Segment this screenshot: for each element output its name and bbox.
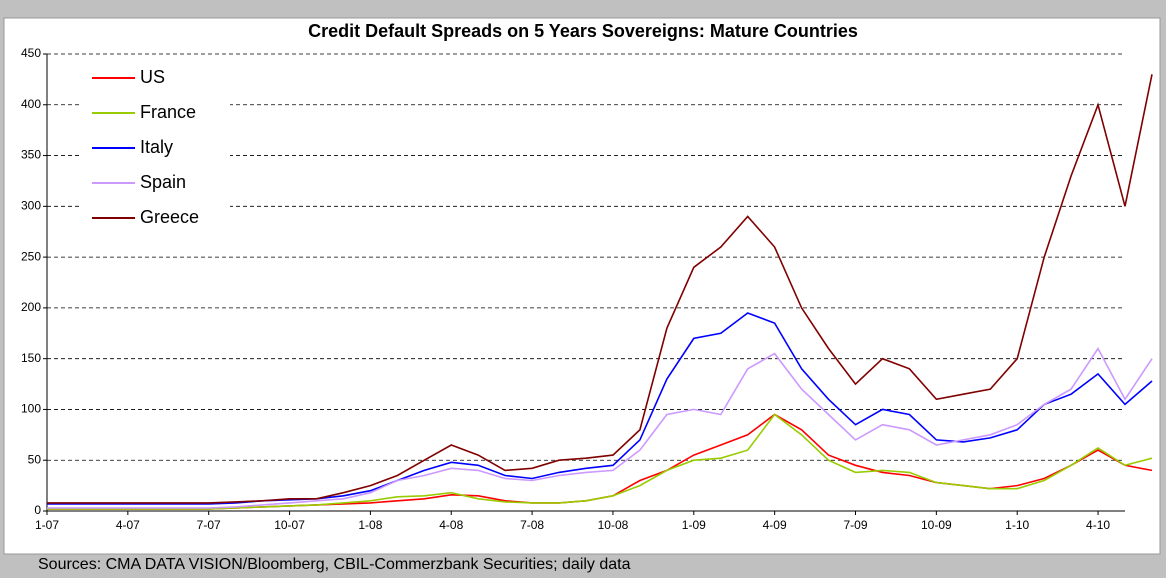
legend-label: France	[140, 102, 196, 122]
legend-label: US	[140, 67, 165, 87]
x-tick-label: 4-08	[439, 518, 463, 532]
x-tick-label: 1-09	[682, 518, 706, 532]
y-tick-label: 50	[28, 452, 42, 466]
x-tick-label: 1-08	[358, 518, 382, 532]
y-tick-label: 400	[21, 97, 41, 111]
x-tick-label: 4-09	[763, 518, 787, 532]
y-tick-label: 350	[21, 148, 41, 162]
x-tick-label: 10-08	[598, 518, 629, 532]
series-line	[47, 74, 1153, 504]
chart-title: Credit Default Spreads on 5 Years Sovere…	[308, 21, 858, 41]
x-tick-label: 7-08	[520, 518, 544, 532]
legend-label: Spain	[140, 172, 186, 192]
x-tick-label: 7-09	[843, 518, 867, 532]
y-tick-label: 250	[21, 249, 41, 263]
x-tick-label: 4-10	[1086, 518, 1110, 532]
y-tick-label: 100	[21, 402, 41, 416]
y-tick-label: 200	[21, 300, 41, 314]
source-note: Sources: CMA DATA VISION/Bloomberg, CBIL…	[38, 556, 631, 573]
series-line	[47, 413, 1153, 510]
x-tick-label: 1-10	[1005, 518, 1029, 532]
y-tick-label: 300	[21, 199, 41, 213]
x-tick-label: 10-07	[274, 518, 305, 532]
x-tick-label: 4-07	[116, 518, 140, 532]
series-line	[47, 346, 1153, 509]
y-tick-label: 150	[21, 351, 41, 365]
x-tick-label: 1-07	[35, 518, 59, 532]
legend-label: Greece	[140, 207, 199, 227]
y-tick-label: 0	[34, 503, 41, 517]
y-tick-label: 450	[21, 46, 41, 60]
x-tick-label: 10-09	[921, 518, 952, 532]
legend-label: Italy	[140, 137, 173, 157]
x-tick-label: 7-07	[197, 518, 221, 532]
series-line	[47, 312, 1153, 505]
